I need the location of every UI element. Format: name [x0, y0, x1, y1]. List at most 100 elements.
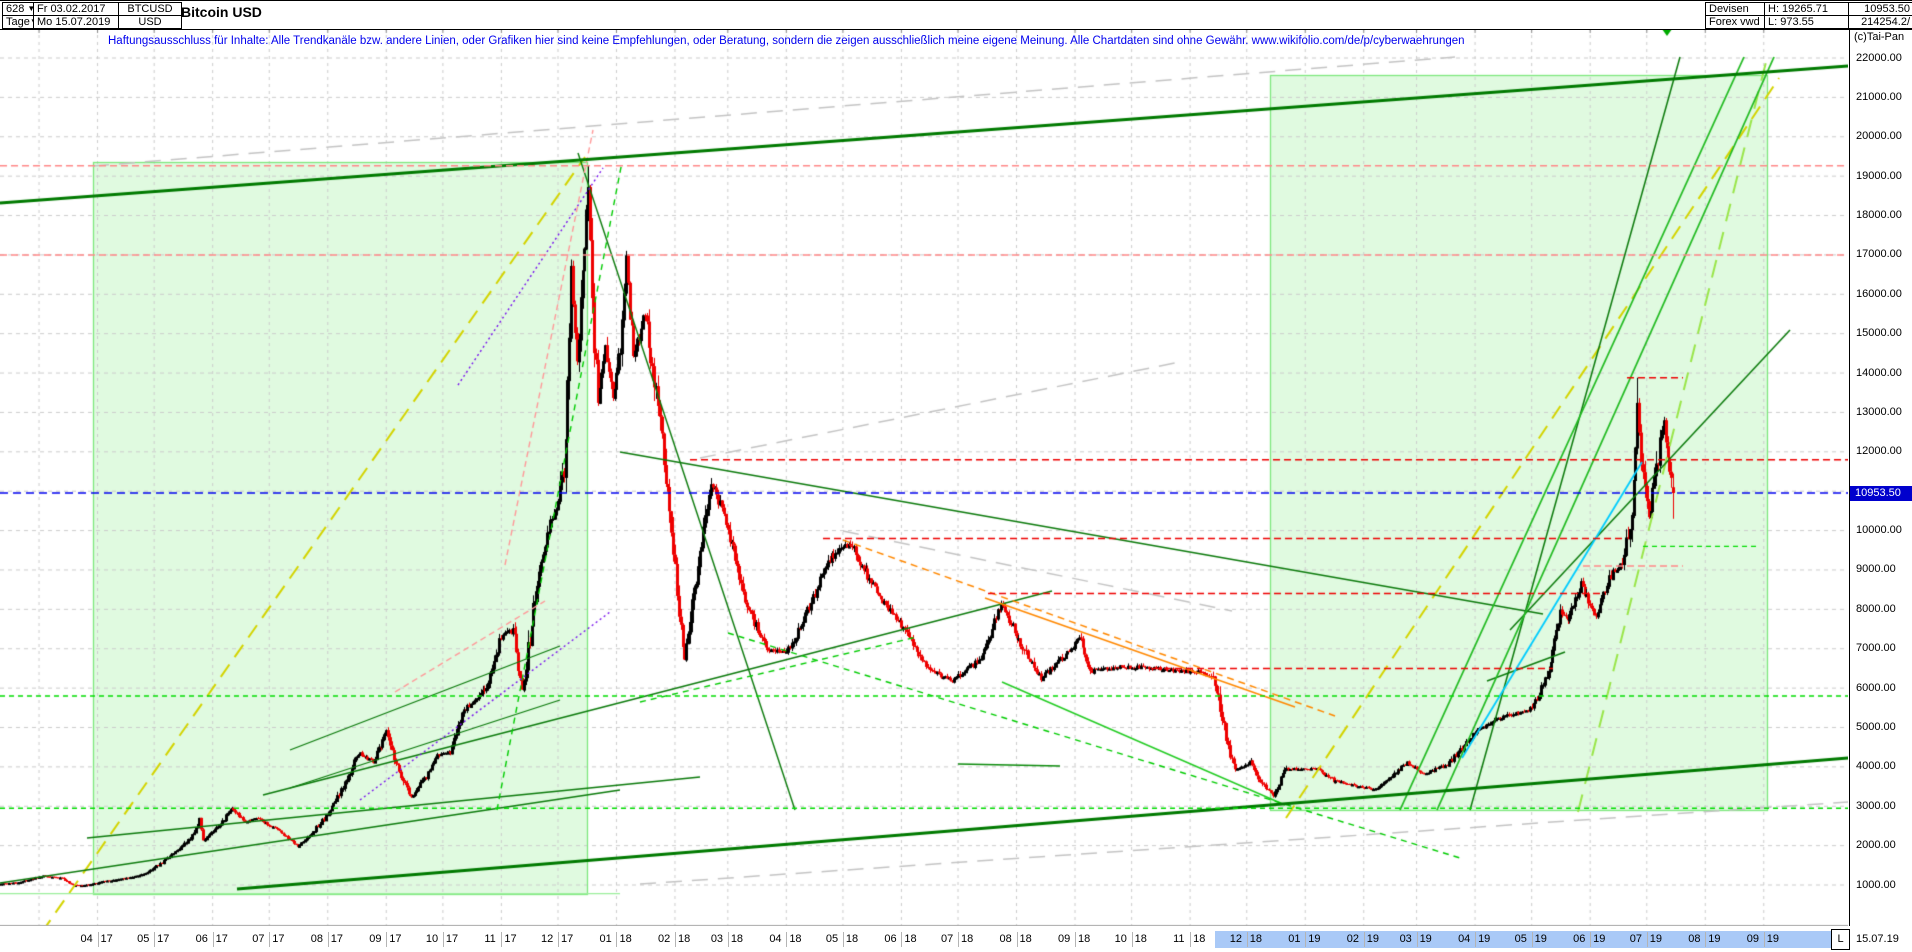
year-label: 19: [1708, 933, 1721, 945]
price-tick-label: 13000.00: [1856, 405, 1902, 418]
month-tick: [1363, 932, 1365, 947]
month-tick: [958, 932, 960, 947]
year-label: 19: [1308, 933, 1321, 945]
price-tick-label: 21000.00: [1856, 90, 1902, 103]
month-tick: [1416, 932, 1418, 947]
price-tick-label: 7000.00: [1856, 642, 1896, 655]
month-label: 05: [825, 933, 839, 945]
month-tick: [269, 932, 271, 947]
price-tick-label: 9000.00: [1856, 563, 1896, 576]
period-low: L: 973.55: [1764, 15, 1855, 29]
price-tick-label: 14000.00: [1856, 366, 1902, 379]
month-label: 01: [599, 933, 612, 945]
month-label: 09: [1058, 933, 1071, 945]
price-tick-label: 12000.00: [1856, 445, 1902, 458]
month-tick: [97, 932, 99, 947]
year-label: 18: [677, 933, 691, 945]
month-tick: [786, 932, 788, 947]
year-label: 18: [904, 933, 917, 945]
month-tick: [386, 932, 388, 947]
month-tick: [1190, 932, 1192, 947]
price-tick-label: 18000.00: [1856, 209, 1902, 222]
year-label: 17: [504, 933, 517, 945]
month-label: 09: [369, 933, 382, 945]
month-label: 08: [1688, 933, 1701, 945]
year-label: 17: [389, 933, 402, 945]
price-tick-label: 16000.00: [1856, 287, 1902, 300]
month-label: 12: [540, 933, 554, 945]
source-feed: Forex vwd: [1705, 15, 1771, 29]
price-tick-label: 19000.00: [1856, 169, 1902, 182]
period-high: H: 19265.71: [1764, 2, 1855, 16]
price-tick-label: 20000.00: [1856, 130, 1902, 143]
copyright-label: (c)Tai-Pan: [1854, 31, 1905, 43]
year-label: 19: [1593, 933, 1606, 945]
month-label: 04: [1458, 933, 1471, 945]
year-label: 17: [215, 933, 228, 945]
year-label: 19: [1366, 933, 1379, 945]
selected-range-highlight: [1214, 931, 1831, 948]
year-label: 18: [1134, 933, 1147, 945]
month-tick: [327, 932, 329, 947]
month-tick: [901, 932, 903, 947]
month-label: 10: [425, 933, 439, 945]
year-label: 18: [1193, 933, 1206, 945]
month-label: 06: [1573, 933, 1586, 945]
month-tick: [842, 932, 844, 947]
price-chart-canvas[interactable]: [0, 0, 1848, 952]
month-tick: [1475, 932, 1477, 947]
month-tick: [1590, 932, 1592, 947]
month-tick: [154, 932, 156, 947]
current-price-badge: 10953.50: [1850, 486, 1912, 502]
header-bar: 628 ▼ Fr 03.02.2017 BTCUSD Tage▼ Mo 15.0…: [0, 0, 1912, 30]
price-tick-label: 2000.00: [1856, 839, 1896, 852]
month-tick: [442, 932, 444, 947]
month-label: 07: [252, 933, 265, 945]
year-label: 19: [1478, 933, 1491, 945]
price-axis: (c)Tai-Pan 10953.50 22000.00 21000.00 2000…: [1849, 0, 1912, 952]
disclaimer-text: Haftungsausschluss für Inhalte: Alle Tre…: [108, 35, 1465, 47]
year-label: 18: [845, 933, 859, 945]
month-tick: [727, 932, 729, 947]
month-tick: [1305, 932, 1307, 947]
symbol-field: BTCUSD: [118, 2, 182, 16]
month-label: 12: [1229, 933, 1242, 945]
year-label: 18: [619, 933, 632, 945]
year-label: 18: [1078, 933, 1091, 945]
month-tick: [674, 932, 676, 947]
last-date-label: 15.07.19: [1856, 933, 1899, 945]
currency-field: USD: [118, 15, 182, 29]
chart-title: Bitcoin USD: [181, 4, 262, 20]
month-label: 08: [310, 933, 324, 945]
year-label: 18: [961, 933, 974, 945]
date-from-field[interactable]: Fr 03.02.2017: [33, 2, 125, 16]
month-label: 05: [137, 933, 150, 945]
date-to-field[interactable]: Mo 15.07.2019: [33, 15, 125, 29]
month-label: 03: [1399, 933, 1412, 945]
month-label: 08: [999, 933, 1012, 945]
price-tick-label: 1000.00: [1856, 878, 1896, 891]
month-tick: [1075, 932, 1077, 947]
last-price: 10953.50: [1848, 2, 1912, 16]
year-label: 17: [445, 933, 459, 945]
year-label: 18: [730, 933, 744, 945]
year-label: 17: [330, 933, 344, 945]
year-label: 17: [100, 933, 113, 945]
price-tick-label: 8000.00: [1856, 602, 1896, 615]
month-label: 09: [1746, 933, 1760, 945]
month-tick: [1646, 932, 1648, 947]
price-tick-label: 4000.00: [1856, 760, 1896, 773]
year-label: 17: [560, 933, 574, 945]
month-label: 05: [1514, 933, 1527, 945]
price-tick-label: 5000.00: [1856, 720, 1896, 733]
l-button[interactable]: L: [1831, 929, 1850, 950]
month-tick: [1246, 932, 1248, 947]
month-label: 02: [1346, 933, 1359, 945]
price-tick-label: 15000.00: [1856, 327, 1902, 340]
price-tick-label: 6000.00: [1856, 681, 1896, 694]
month-label: 11: [484, 933, 496, 945]
month-tick: [557, 932, 559, 947]
chevron-down-icon: ▼: [27, 4, 36, 13]
year-label: 17: [272, 933, 285, 945]
